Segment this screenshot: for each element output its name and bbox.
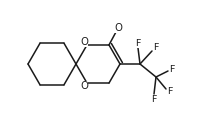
Text: O: O bbox=[114, 23, 122, 33]
Text: F: F bbox=[153, 42, 159, 51]
Text: O: O bbox=[80, 38, 88, 47]
Text: O: O bbox=[80, 81, 88, 90]
Text: F: F bbox=[169, 66, 175, 74]
Text: F: F bbox=[135, 39, 141, 47]
Text: F: F bbox=[151, 94, 157, 104]
Text: F: F bbox=[167, 88, 173, 97]
